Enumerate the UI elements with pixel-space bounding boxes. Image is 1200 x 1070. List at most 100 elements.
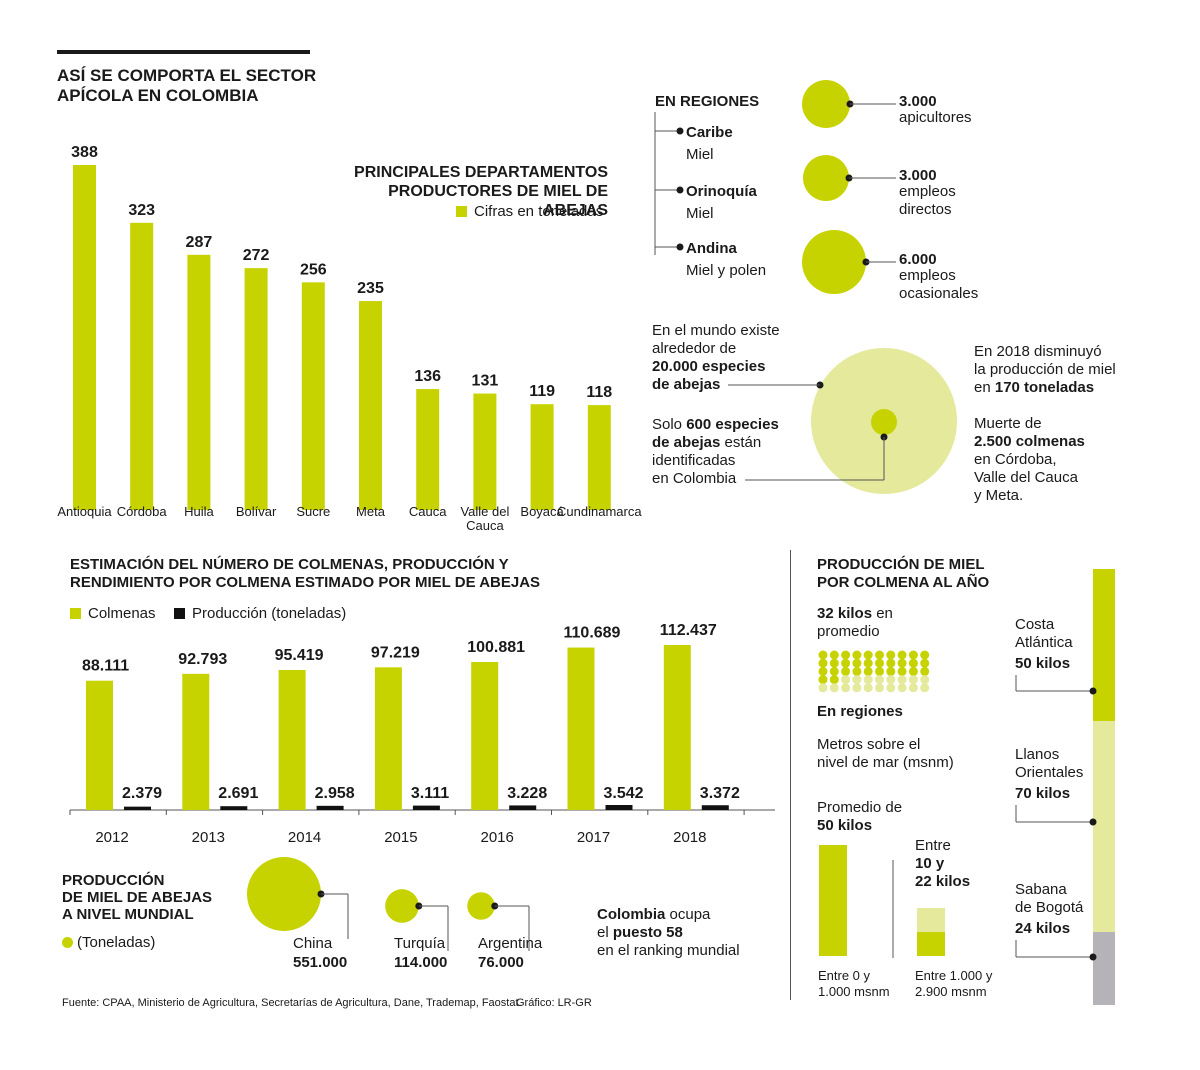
dot-filled: [818, 650, 828, 660]
produccion-bar: [701, 805, 729, 810]
world-country-label: Turquía: [394, 935, 446, 952]
dot-filled: [818, 658, 828, 668]
legend-swatch-icon: [174, 607, 185, 619]
colmenas-bar: [182, 673, 210, 810]
region-bar-llanos: [1093, 721, 1115, 932]
legend-dot-icon: [62, 936, 73, 948]
dot-empty: [886, 683, 896, 693]
promedio-bold: 32 kilos: [817, 605, 873, 622]
dept-category-label: Meta: [356, 504, 386, 519]
dept-category-label: Córdoba: [117, 504, 168, 519]
dot-empty: [829, 683, 839, 693]
dept-bar: [530, 404, 554, 510]
dot-empty: [908, 683, 918, 693]
dot-filled: [920, 650, 930, 660]
year-tick-label: 2017: [577, 829, 610, 846]
chart2-legend-produccion: Producción (toneladas): [174, 605, 346, 623]
dept-value-label: 256: [300, 261, 327, 278]
world-country-label: China: [293, 935, 333, 952]
dot-filled: [852, 666, 862, 676]
dot-filled: [829, 666, 839, 676]
dot-filled: [829, 650, 839, 660]
stat-label: apicultores: [899, 109, 972, 126]
dept-value-label: 272: [243, 247, 270, 264]
dot-filled: [920, 666, 930, 676]
legend-swatch-icon: [70, 607, 81, 619]
produccion-value-label: 2.958: [315, 785, 355, 802]
produccion-bar: [220, 806, 248, 810]
mundo-text-bold: 20.000 especies de abejas: [652, 358, 766, 393]
dot-filled: [886, 650, 896, 660]
colmenas-bar: [86, 680, 113, 810]
dot-filled: [908, 666, 918, 676]
region-name-label: Sabana de Bogotá: [1015, 881, 1084, 916]
dept-category-label: Huila: [184, 504, 214, 519]
world-bubble: [385, 889, 419, 923]
title-rule: [57, 50, 310, 54]
dot-empty: [852, 683, 862, 693]
colmenas-bar: [567, 647, 595, 810]
dept-value-label: 388: [71, 144, 98, 161]
dept-category-label: Bolívar: [236, 504, 277, 519]
produccion-bar: [412, 805, 440, 810]
year-tick-label: 2014: [288, 829, 321, 846]
stat-value: 3.000: [899, 93, 937, 110]
dot-filled: [897, 666, 907, 676]
dot-filled: [829, 675, 839, 685]
dot-empty: [897, 683, 907, 693]
footer-source: Fuente: CPAA, Ministerio de Agricultura,…: [62, 997, 522, 1009]
dept-value-label: 235: [357, 280, 384, 297]
msnm-bar-low: [819, 845, 847, 956]
year-tick-label: 2018: [673, 829, 706, 846]
region-bar-sabana: [1093, 932, 1115, 1005]
regiones-tree-dot: [676, 186, 684, 194]
dept-value-label: 131: [472, 373, 499, 390]
year-tick-label: 2015: [384, 829, 417, 846]
dot-filled: [897, 650, 907, 660]
year-tick-label: 2016: [481, 829, 514, 846]
msnm-bar-high-min: [917, 932, 945, 956]
dept-category-label: Boyacá: [520, 504, 564, 519]
dot-filled: [875, 658, 884, 668]
stat-label: empleos directos: [899, 183, 956, 218]
produccion-value-label: 3.111: [411, 785, 449, 802]
msnm-label: Metros sobre el nivel de mar (msnm): [817, 736, 954, 771]
dept-bar: [187, 254, 211, 510]
muerte-post: en Córdoba, Valle del Cauca y Meta.: [974, 451, 1078, 504]
chart3-legend-label: (Toneladas): [77, 934, 156, 951]
dot-empty: [863, 683, 873, 693]
year-tick-label: 2013: [192, 829, 225, 846]
region-dot: [1089, 687, 1097, 695]
dot-empty: [863, 675, 873, 685]
muerte-bold: 2.500 colmenas: [974, 433, 1085, 450]
produccion-bar: [509, 805, 537, 810]
region-product: Miel y polen: [686, 262, 766, 279]
solo-bold2: de abejas: [652, 434, 721, 451]
produccion-bar: [124, 806, 151, 810]
dot-empty: [841, 675, 851, 685]
produccion-value-label: 3.372: [700, 785, 740, 802]
dept-category-label: Cundinamarca: [557, 504, 642, 519]
produccion-bar: [316, 805, 344, 810]
dept-bar: [473, 393, 497, 510]
dept-bar: [130, 222, 154, 510]
chart1-legend-label: Cifras en toneladas: [474, 203, 604, 220]
dot-filled: [908, 658, 918, 668]
entre-label: Entre 10 y 22 kilos: [915, 837, 970, 891]
dept-bar: [301, 282, 325, 510]
entre-bold: 10 y 22 kilos: [915, 855, 971, 890]
region-name-label: Llanos Orientales: [1015, 746, 1083, 781]
produccion-value-label: 3.542: [604, 785, 644, 802]
promedio-post: en promedio: [817, 605, 893, 640]
region-name-label: Costa Atlántica: [1015, 616, 1073, 651]
dot-filled: [863, 666, 873, 676]
muerte-pre: Muerte de: [974, 415, 1042, 432]
rank-t2: el: [597, 924, 613, 941]
colmena-title: PRODUCCIÓN DE MIEL POR COLMENA AL AÑO: [817, 556, 990, 591]
dot-empty: [908, 675, 918, 685]
region-kilos-label: 70 kilos: [1015, 785, 1070, 802]
dot-empty: [920, 683, 930, 693]
colmenas-value-label: 112.437: [660, 622, 717, 639]
colombia-rank: Colombia ocupa el puesto 58 en el rankin…: [597, 906, 777, 960]
dept-value-label: 323: [128, 202, 155, 219]
